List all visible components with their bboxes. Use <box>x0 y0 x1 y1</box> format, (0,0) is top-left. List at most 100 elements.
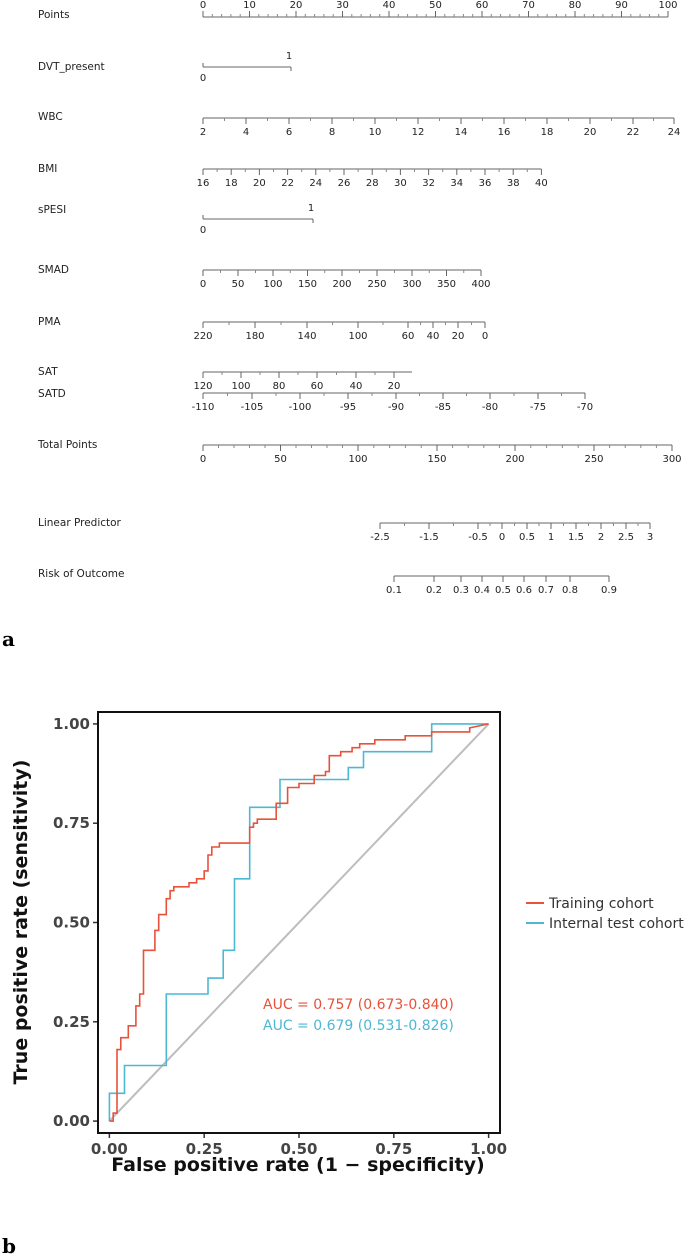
nomogram-label-spesi: sPESI <box>38 204 66 216</box>
nomogram-tick-label: 0.5 <box>495 585 511 596</box>
nomogram-tick-label: -105 <box>241 402 264 413</box>
nomogram-row-dvt-present: DVT_present 0 1 <box>38 51 292 84</box>
nomogram-tick-label: 1.5 <box>568 532 584 543</box>
nomogram-tick-label: 3 <box>647 532 653 543</box>
roc-x-tick-label: 0.25 <box>186 1140 223 1158</box>
nomogram-tick-label: 36 <box>479 178 492 189</box>
nomogram-tick-label: 100 <box>231 381 250 392</box>
nomogram-tick-label: -80 <box>482 402 498 413</box>
nomogram-tick-label: 8 <box>329 127 335 138</box>
nomogram-tick-label: 40 <box>350 381 363 392</box>
nomogram-label-linear-predictor: Linear Predictor <box>38 517 122 529</box>
nomogram-tick-label: 150 <box>427 454 446 465</box>
nomogram-tick-label: 140 <box>297 331 316 342</box>
roc-ticks: 0.00 0.25 0.50 0.75 1.00 0.00 0.25 0.50 0.75 1.00 <box>53 715 507 1158</box>
nomogram-label-satd: SATD <box>38 388 66 400</box>
nomogram-tick-label: -70 <box>577 402 593 413</box>
nomogram-tick-label: 40 <box>383 0 396 11</box>
nomogram-tick-label: 60 <box>402 331 415 342</box>
nomogram-tick-label: 150 <box>298 279 317 290</box>
nomogram-tick-label: 0.1 <box>386 585 402 596</box>
nomogram-tick-label: 50 <box>274 454 287 465</box>
nomogram-tick-label: 60 <box>476 0 489 11</box>
nomogram-tick-label: 0.5 <box>519 532 535 543</box>
nomogram-tick-label: 0.9 <box>601 585 617 596</box>
nomogram-row-pma: PMA 220 180 140 100 60 40 20 0 <box>38 316 488 342</box>
nomogram-label-risk-of-outcome: Risk of Outcome <box>38 568 124 580</box>
nomogram-tick-label: 32 <box>422 178 435 189</box>
roc-x-tick-label: 1.00 <box>470 1140 507 1158</box>
nomogram-tick-label: -110 <box>192 402 215 413</box>
nomogram-row-sat: SAT 120 100 80 60 40 20 <box>38 366 412 392</box>
nomogram-tick-label: 70 <box>522 0 535 11</box>
nomogram-tick-label: 200 <box>505 454 524 465</box>
nomogram-tick-label: 50 <box>232 279 245 290</box>
roc-y-axis-label: True positive rate (sensitivity) <box>10 760 32 1085</box>
nomogram-tick-label: 1 <box>308 203 314 214</box>
nomogram-tick-label: 30 <box>336 0 349 11</box>
nomogram-label-points: Points <box>38 9 70 21</box>
nomogram-tick-label: 20 <box>253 178 266 189</box>
nomogram-tick-label: 300 <box>402 279 421 290</box>
nomogram-tick-label: 12 <box>412 127 425 138</box>
nomogram-tick-label: -75 <box>530 402 546 413</box>
nomogram-tick-label: 24 <box>309 178 322 189</box>
nomogram-tick-label: 0.6 <box>516 585 532 596</box>
nomogram-tick-label: 18 <box>225 178 238 189</box>
roc-y-tick-label: 0.00 <box>53 1112 90 1130</box>
nomogram-tick-label: 16 <box>197 178 210 189</box>
nomogram-tick-label: 22 <box>627 127 640 138</box>
nomogram-label-sat: SAT <box>38 366 58 378</box>
nomogram-tick-label: 0 <box>200 454 206 465</box>
nomogram-tick-label: 16 <box>498 127 511 138</box>
legend-label-training: Training cohort <box>548 896 654 912</box>
panel-a-label: a <box>2 627 15 651</box>
roc-chance-diagonal <box>108 723 490 1122</box>
roc-plot-frame <box>97 711 501 1134</box>
roc-chart: 0.00 0.25 0.50 0.75 1.00 0.00 0.25 0.50 0.75 1.00… <box>10 711 684 1176</box>
nomogram-tick-label: -0.5 <box>468 532 488 543</box>
roc-y-tick-label: 0.75 <box>53 814 90 832</box>
nomogram-tick-label: -100 <box>289 402 312 413</box>
roc-curve-training-cohort <box>109 723 489 1122</box>
nomogram-tick-label: 20 <box>290 0 303 11</box>
nomogram-tick-label: 100 <box>348 454 367 465</box>
nomogram-tick-label: 0.3 <box>453 585 469 596</box>
nomogram-tick-label: 26 <box>338 178 351 189</box>
nomogram-tick-label: 0 <box>200 279 206 290</box>
nomogram-tick-label: 30 <box>394 178 407 189</box>
nomogram-tick-label: 40 <box>535 178 548 189</box>
nomogram-tick-label: 180 <box>245 331 264 342</box>
roc-x-axis-label: False positive rate (1 − specificity) <box>111 1154 484 1176</box>
roc-x-tick-label: 0.00 <box>91 1140 128 1158</box>
nomogram-row-linear-predictor: Linear Predictor -2.5 -1.5 -0.5 0 0.5 1 1.5 2 2.5… <box>38 517 653 543</box>
nomogram-tick-label: 0.4 <box>474 585 490 596</box>
nomogram-tick-label: -90 <box>388 402 404 413</box>
nomogram-row-total-points: Total Points 0 50 100 150 200 250 300 <box>37 439 682 465</box>
nomogram-tick-label: 4 <box>243 127 249 138</box>
nomogram-tick-label: 80 <box>569 0 582 11</box>
roc-curves <box>108 723 490 1122</box>
nomogram-label-smad: SMAD <box>38 264 69 276</box>
nomogram-tick-label: 0.7 <box>538 585 554 596</box>
nomogram-tick-label: 250 <box>584 454 603 465</box>
nomogram-tick-label: -1.5 <box>419 532 439 543</box>
nomogram-tick-label: -85 <box>435 402 451 413</box>
nomogram-tick-label: 18 <box>541 127 554 138</box>
nomogram-row-spesi: sPESI 0 1 <box>38 203 314 236</box>
nomogram-tick-label: 22 <box>281 178 294 189</box>
roc-legend: Training cohort Internal test cohort <box>526 896 684 932</box>
nomogram-tick-label: 0 <box>499 532 505 543</box>
nomogram-tick-label: 6 <box>286 127 292 138</box>
nomogram-row-points: Points 0 10 20 30 40 50 60 70 80 90 100 <box>38 0 678 21</box>
nomogram-tick-label: 2.5 <box>618 532 634 543</box>
roc-y-tick-label: 1.00 <box>53 715 90 733</box>
nomogram-tick-label: 14 <box>455 127 468 138</box>
nomogram-tick-label: 24 <box>668 127 681 138</box>
auc-training-text: AUC = 0.757 (0.673-0.840) <box>263 997 454 1013</box>
nomogram-tick-label: 300 <box>662 454 681 465</box>
nomogram-tick-label: 60 <box>311 381 324 392</box>
nomogram-tick-label: 220 <box>193 331 212 342</box>
